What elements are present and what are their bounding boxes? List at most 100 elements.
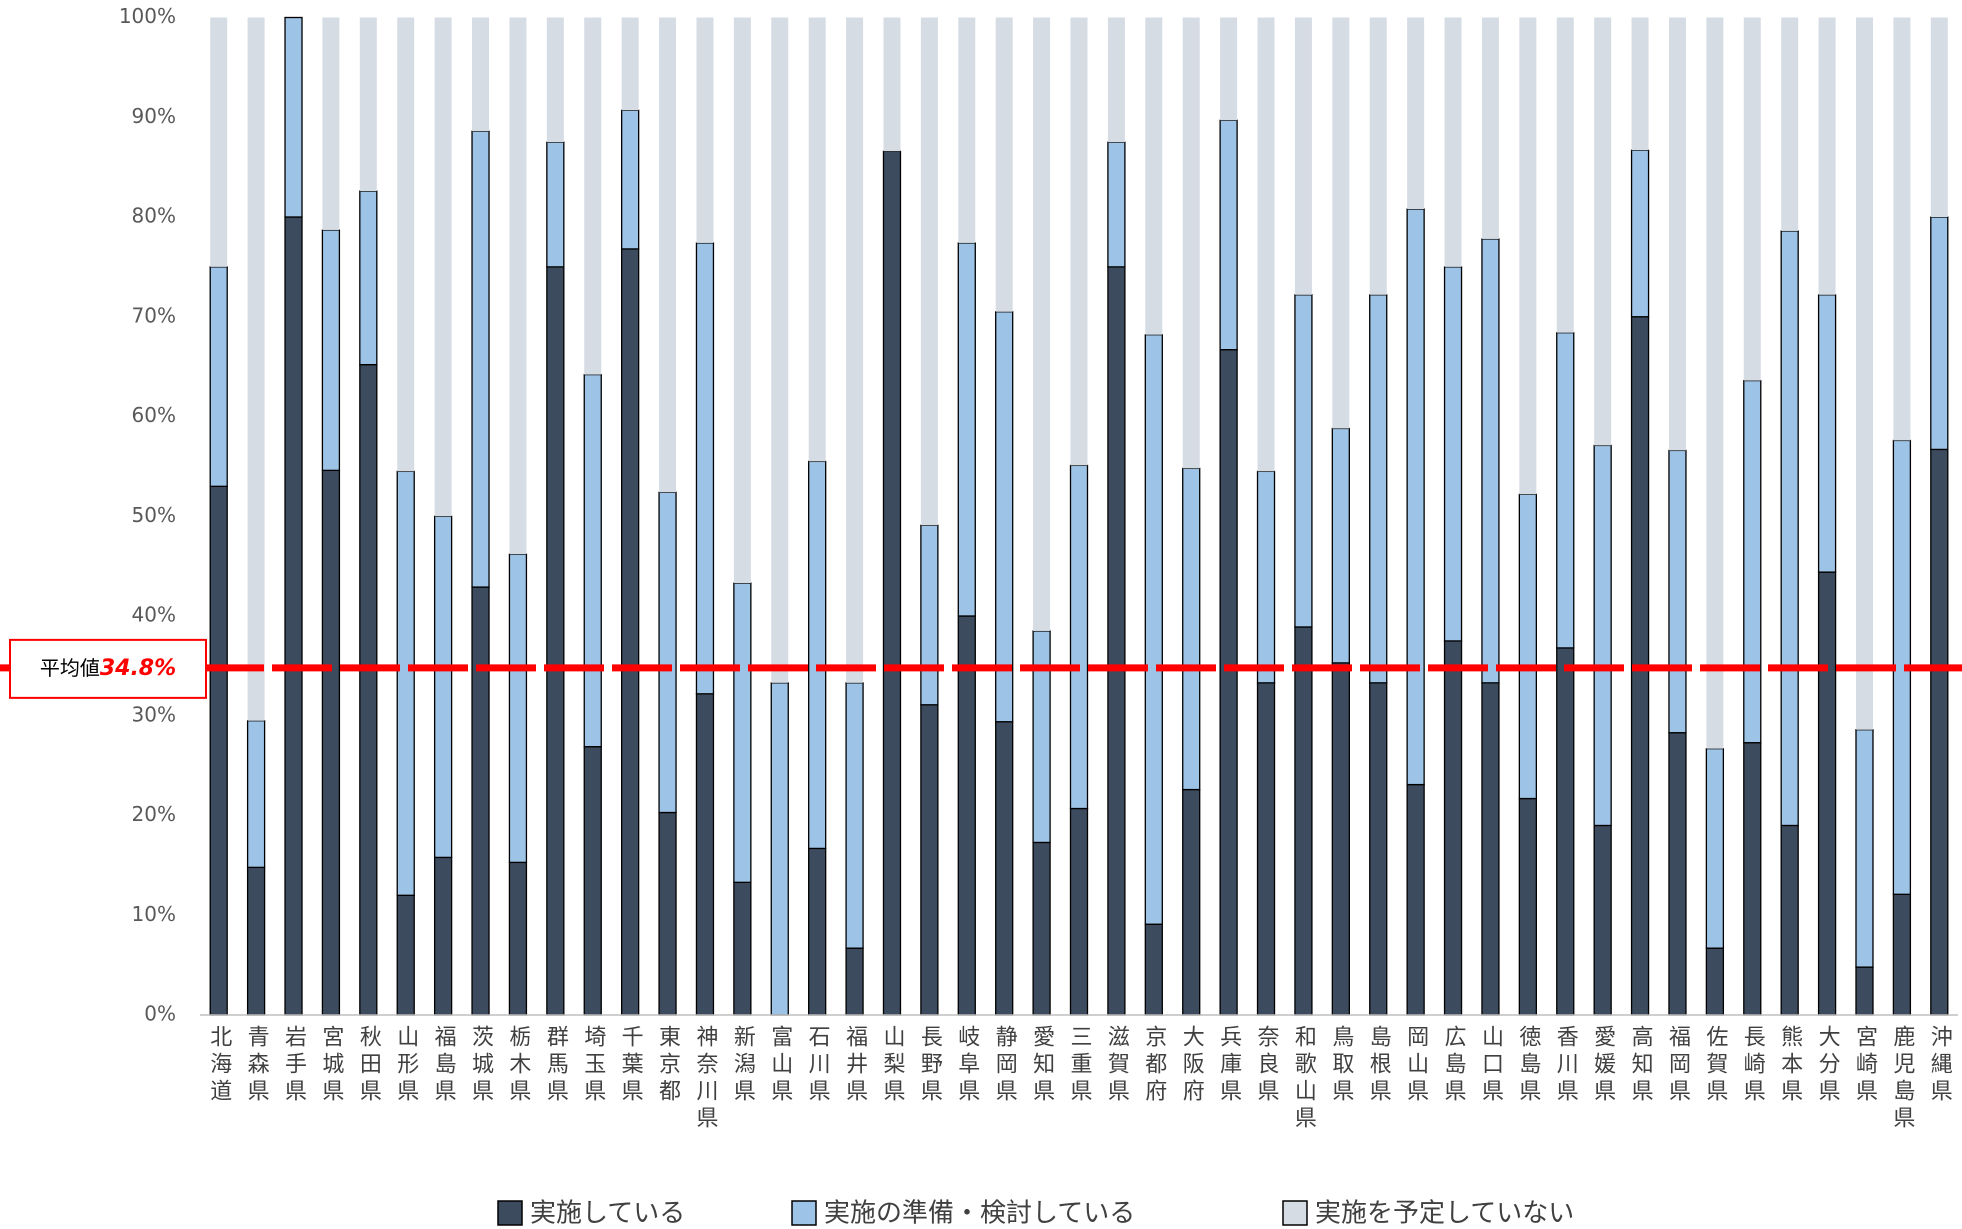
bar-segment <box>1893 17 1911 441</box>
y-tick-label: 80% <box>132 204 176 228</box>
bar-segment <box>1481 238 1500 684</box>
x-tick-label: 鹿児島県 <box>1889 1025 1915 1133</box>
bar-segment <box>1892 893 1912 1016</box>
x-tick-label: 岐阜県 <box>954 1025 980 1106</box>
bar-segment <box>1144 923 1163 1016</box>
bar-segment <box>1070 17 1088 466</box>
bar-segment <box>1107 266 1126 1016</box>
bar-segment <box>1369 17 1387 295</box>
bar-segment <box>1144 334 1163 925</box>
x-tick-label: 鳥取県 <box>1328 1025 1354 1106</box>
bar-segment <box>733 582 752 883</box>
bar-segment <box>957 242 976 617</box>
bar-segment <box>321 469 341 1016</box>
bar-segment <box>1556 17 1574 333</box>
bar-segment <box>471 586 490 1016</box>
bar-segment <box>433 856 453 1016</box>
bar-segment <box>209 266 228 487</box>
x-tick-label: 佐賀県 <box>1702 1025 1728 1106</box>
bar-segment <box>396 470 415 896</box>
bar-segment <box>995 311 1014 723</box>
bar-segment <box>210 17 228 267</box>
bar-segment <box>1332 17 1350 429</box>
x-tick-label: 北海道 <box>206 1025 232 1106</box>
bar-segment <box>1930 216 1949 451</box>
legend-label: 実施の準備・検討している <box>824 1199 1135 1229</box>
bar-segment <box>1706 17 1724 749</box>
bar-segment <box>958 17 976 243</box>
bar-segment <box>284 216 303 1016</box>
bar-segment <box>1780 230 1799 827</box>
x-tick-label: 長野県 <box>917 1025 943 1106</box>
bar-segment <box>733 17 751 584</box>
y-tick-label: 50% <box>132 503 176 527</box>
bar-segment <box>1406 208 1425 786</box>
x-tick-label: 茨城県 <box>468 1025 494 1106</box>
bar-segment <box>1556 647 1575 1016</box>
x-tick-label: 東京都 <box>655 1025 681 1106</box>
x-tick-label: 長崎県 <box>1740 1025 1766 1106</box>
bar-segment <box>1033 17 1051 631</box>
bar-segment <box>808 847 827 1016</box>
bar-segment <box>1369 294 1388 684</box>
bar-segment <box>1107 17 1125 143</box>
bar-segment <box>1817 571 1837 1016</box>
x-tick-label: 宮城県 <box>318 1025 344 1106</box>
bar-segment <box>1518 493 1538 800</box>
bar-segment <box>1631 17 1649 151</box>
bar-segment <box>583 373 602 748</box>
x-tick-label: 徳島県 <box>1515 1025 1541 1106</box>
bar-segment <box>509 17 527 555</box>
y-tick-label: 40% <box>132 603 176 627</box>
bar-segment <box>1630 149 1650 318</box>
bar-segment <box>434 17 452 517</box>
x-tick-label: 千葉県 <box>618 1025 644 1106</box>
bar-segment <box>920 17 938 526</box>
y-tick-label: 20% <box>132 802 176 826</box>
bar-segment <box>322 17 340 230</box>
x-tick-label: 山口県 <box>1478 1025 1504 1106</box>
bar-segment <box>1481 17 1499 239</box>
bar-segment <box>1855 17 1873 730</box>
bar-segment <box>359 190 378 366</box>
bar-segment <box>1443 640 1463 1016</box>
bar-segment <box>659 17 677 493</box>
bar-segment <box>770 682 789 1016</box>
x-tick-label: 奈良県 <box>1254 1025 1280 1106</box>
y-tick-label: 90% <box>132 104 176 128</box>
bar-segment <box>957 615 976 1016</box>
bar-segment <box>695 693 715 1016</box>
bar-segment <box>621 17 639 111</box>
bar-segment <box>1069 807 1089 1016</box>
bar-segment <box>1107 141 1126 268</box>
x-tick-label: 大阪府 <box>1179 1025 1205 1106</box>
x-tick-label: 岩手県 <box>281 1025 307 1106</box>
x-tick-label: 福島県 <box>431 1025 457 1106</box>
bar-segment <box>1817 294 1837 573</box>
y-tick-label: 70% <box>132 303 176 327</box>
average-label: 平均値34.8% <box>40 655 176 681</box>
bar-segment <box>808 460 827 850</box>
x-tick-label: 青森県 <box>244 1025 270 1106</box>
bar-segment <box>695 242 715 695</box>
bar-segment <box>1032 630 1051 844</box>
bar-segment <box>1256 470 1276 684</box>
bar-segment <box>1593 824 1612 1016</box>
x-tick-label: 福井県 <box>842 1025 868 1106</box>
bar-segment <box>1743 742 1762 1016</box>
x-tick-label: 香川県 <box>1553 1025 1579 1106</box>
y-tick-label: 30% <box>132 702 176 726</box>
bar-segment <box>246 720 266 869</box>
bar-segment <box>472 17 490 132</box>
x-tick-label: 熊本県 <box>1777 1025 1803 1106</box>
x-tick-label: 三重県 <box>1067 1025 1093 1106</box>
bar-segment <box>1855 729 1874 968</box>
bar-segment <box>995 721 1014 1016</box>
bar-segment <box>508 861 528 1016</box>
x-tick-label: 京都府 <box>1141 1025 1167 1106</box>
bar-segment <box>845 947 864 1016</box>
x-tick-label: 高知県 <box>1628 1025 1654 1106</box>
bar-segment <box>1668 17 1686 451</box>
y-tick-label: 60% <box>132 403 176 427</box>
